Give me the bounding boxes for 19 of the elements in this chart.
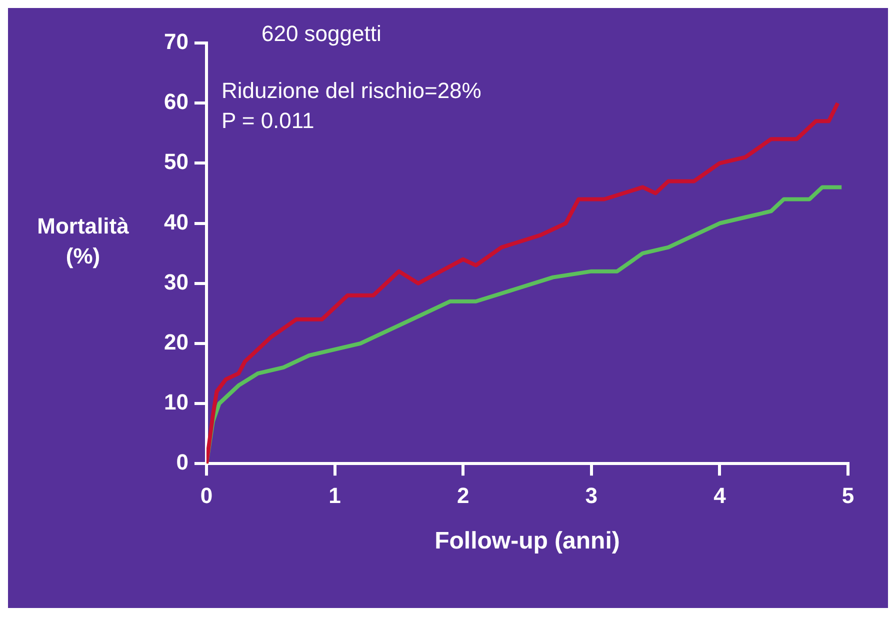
x-tick-label: 3 xyxy=(585,482,598,508)
x-tick-label: 0 xyxy=(200,482,213,508)
y-tick-label: 0 xyxy=(176,450,188,475)
y-tick-label: 40 xyxy=(164,209,188,234)
y-tick-label: 30 xyxy=(164,269,188,294)
y-tick-label: 10 xyxy=(164,390,188,415)
x-axis-title: Follow-up (anni) xyxy=(434,528,620,555)
x-tick-label: 4 xyxy=(714,482,727,508)
x-tick-label: 2 xyxy=(456,482,470,508)
annotation: P = 0.011 xyxy=(221,108,314,133)
x-tick-label: 1 xyxy=(328,482,341,508)
y-tick-label: 70 xyxy=(164,29,188,54)
annotation: Riduzione del rischio=28% xyxy=(221,78,482,103)
y-axis-title: Mortalità (%) xyxy=(37,213,130,268)
y-tick-label: 50 xyxy=(164,149,188,174)
x-tick-label: 5 xyxy=(842,482,854,508)
chart-title: 620 soggetti xyxy=(261,21,382,46)
y-tick-label: 20 xyxy=(164,329,188,354)
y-tick-label: 60 xyxy=(164,89,188,114)
